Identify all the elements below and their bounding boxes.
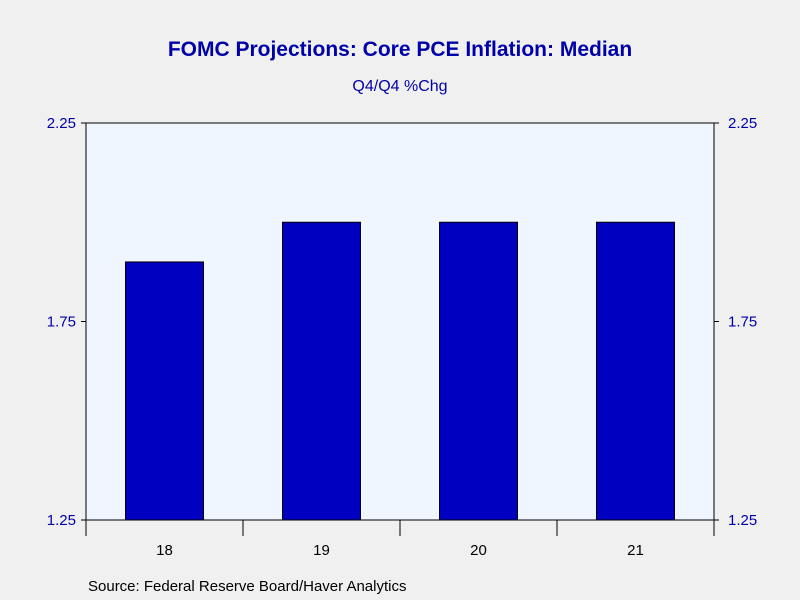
y-tick-label-right: 1.25 — [728, 512, 757, 529]
y-tick-label-right: 1.75 — [728, 314, 757, 331]
x-tick-label-21: 21 — [627, 542, 644, 559]
bar-21 — [596, 221, 675, 521]
y-tick-label-right: 2.25 — [728, 115, 757, 132]
y-tick-label-left: 1.25 — [47, 512, 76, 529]
chart-subtitle: Q4/Q4 %Chg — [352, 78, 448, 95]
chart-title: FOMC Projections: Core PCE Inflation: Me… — [167, 38, 633, 61]
bar-18 — [125, 261, 204, 521]
x-tick-label-18: 18 — [156, 542, 173, 559]
y-tick-label-left: 2.25 — [47, 115, 76, 132]
x-tick-label-20: 20 — [470, 542, 487, 559]
source-note: Source: Federal Reserve Board/Haver Anal… — [88, 578, 407, 595]
y-tick-label-left: 1.75 — [47, 314, 76, 331]
bar-20 — [439, 221, 518, 521]
x-tick-label-19: 19 — [313, 542, 330, 559]
bar-19 — [282, 221, 361, 521]
